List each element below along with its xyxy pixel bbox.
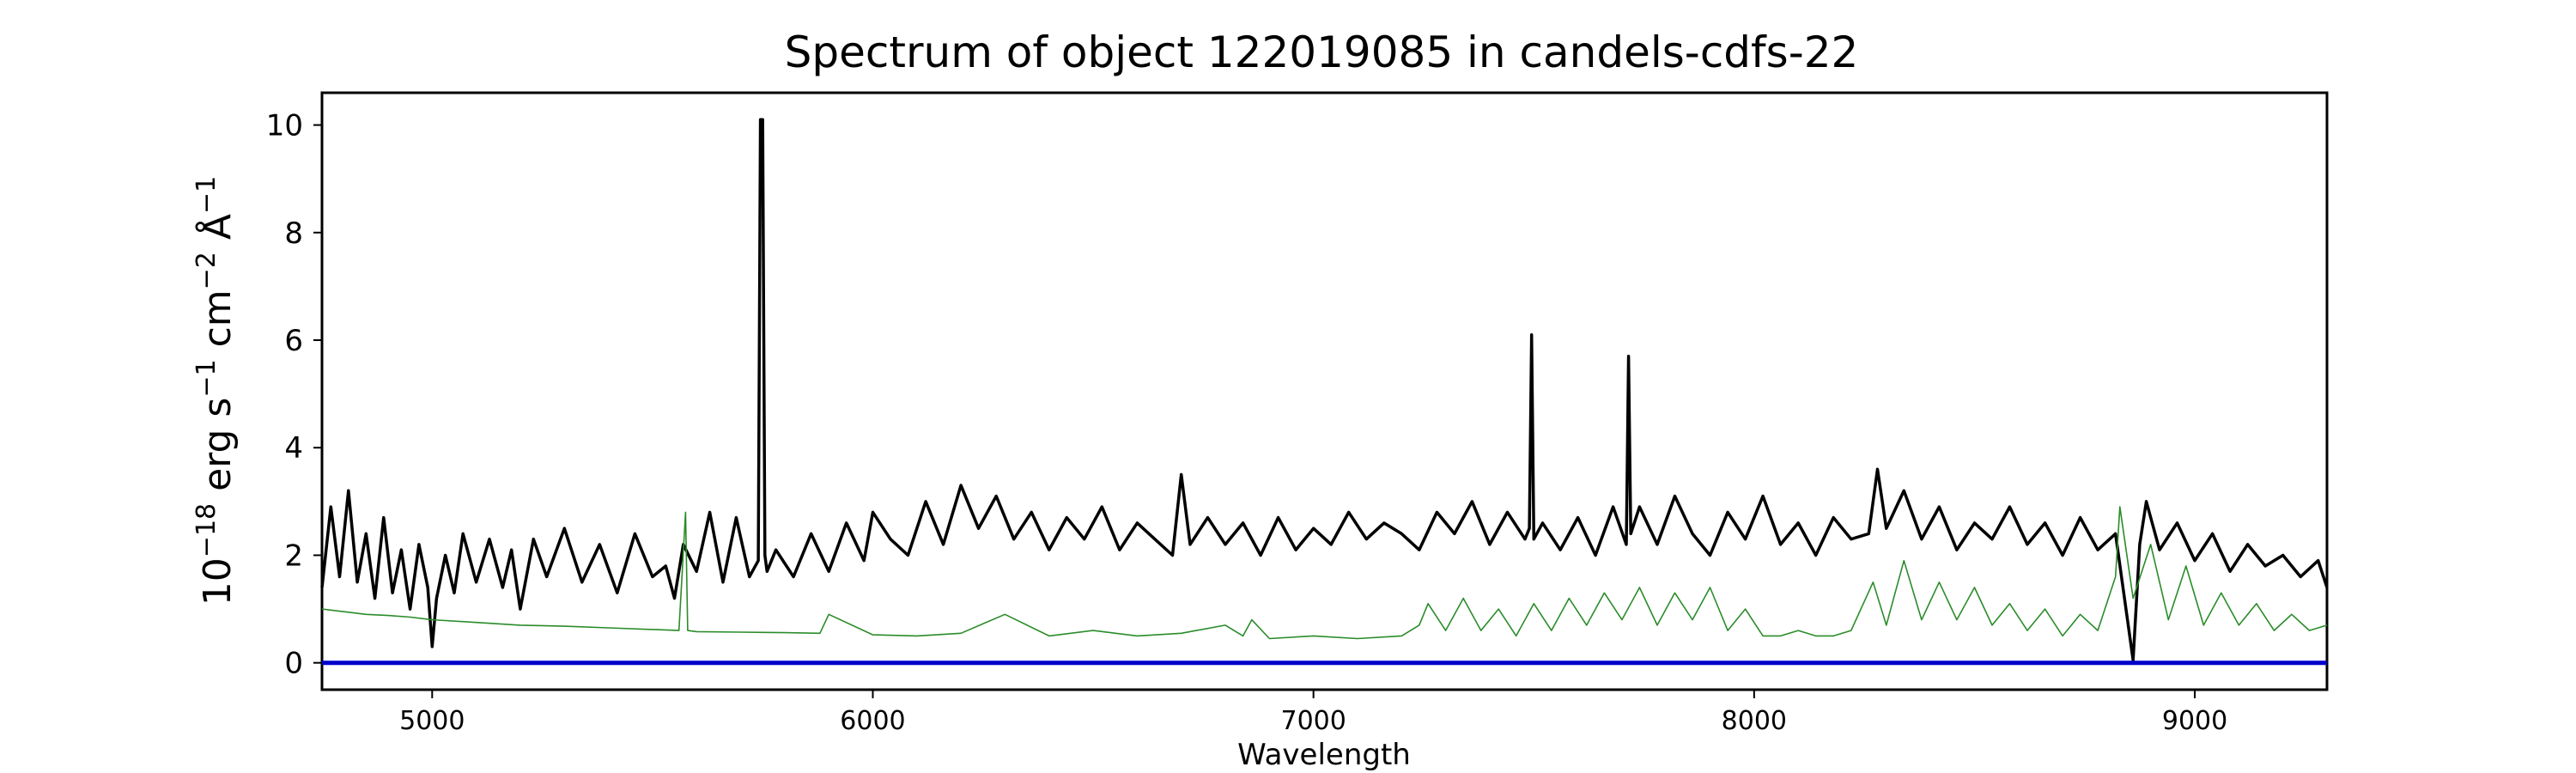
y-label-exp-2: −1	[191, 359, 222, 397]
y-axis: 0 2 4 6 8 10	[266, 109, 322, 681]
y-tick-label: 8	[284, 216, 303, 251]
x-tick-label: 6000	[840, 706, 905, 736]
y-label-unit-2: cm	[196, 289, 240, 359]
y-tick-label: 0	[284, 647, 303, 681]
y-tick-label: 6	[284, 324, 303, 358]
x-tick-label: 7000	[1280, 706, 1346, 736]
series-line-flux	[320, 118, 2329, 662]
plot-area: 5000 6000 7000 8000 9000 0 2 4 6 8 10	[266, 91, 2329, 736]
series-line-error	[321, 506, 2328, 640]
y-label-unit-1: erg s	[196, 398, 240, 503]
series-layer	[320, 118, 2329, 666]
x-tick-label: 9000	[2162, 706, 2227, 736]
x-axis: 5000 6000 7000 8000 9000	[399, 690, 2227, 736]
x-tick-label: 5000	[399, 706, 465, 736]
y-axis-label: 10−18 erg s−1 cm−2 Å−1	[191, 176, 240, 606]
plot-frame	[320, 91, 2329, 691]
y-label-exp-3: −2	[191, 252, 222, 289]
y-label-base: 10	[196, 557, 240, 606]
x-axis-label: Wavelength	[1237, 738, 1411, 772]
chart-title: Spectrum of object 122019085 in candels-…	[785, 27, 1859, 77]
x-tick-label: 8000	[1722, 706, 1787, 736]
y-tick-label: 2	[284, 539, 303, 573]
y-tick-label: 10	[266, 109, 303, 143]
y-label-unit-3: Å	[194, 214, 240, 252]
y-label-exp-4: −1	[191, 176, 222, 214]
y-tick-label: 4	[284, 431, 303, 466]
y-label-exp-1: −18	[191, 503, 222, 557]
